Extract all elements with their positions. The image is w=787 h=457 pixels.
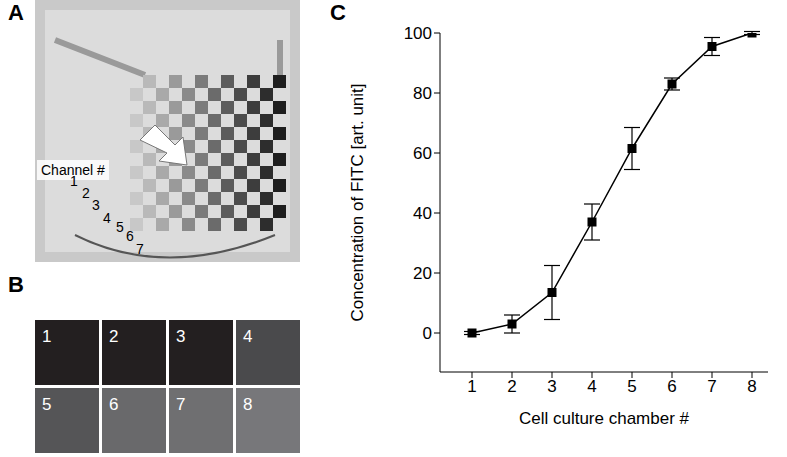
svg-text:8: 8 <box>243 395 252 414</box>
svg-text:0: 0 <box>423 324 432 343</box>
svg-text:5: 5 <box>116 219 124 235</box>
svg-text:1: 1 <box>42 327 51 346</box>
svg-text:7: 7 <box>136 241 144 257</box>
svg-text:6: 6 <box>667 377 676 396</box>
svg-text:1: 1 <box>70 173 78 189</box>
svg-text:2: 2 <box>507 377 516 396</box>
svg-text:5: 5 <box>42 395 51 414</box>
svg-text:4: 4 <box>587 377 596 396</box>
svg-text:C: C <box>330 0 346 25</box>
svg-text:6: 6 <box>109 395 118 414</box>
svg-text:7: 7 <box>176 395 185 414</box>
svg-text:40: 40 <box>413 204 432 223</box>
svg-text:B: B <box>8 272 24 297</box>
svg-text:Cell culture chamber #: Cell culture chamber # <box>519 409 690 428</box>
svg-text:4: 4 <box>103 210 111 226</box>
svg-text:100: 100 <box>404 24 432 43</box>
svg-text:6: 6 <box>126 228 134 244</box>
svg-text:4: 4 <box>243 327 252 346</box>
svg-text:A: A <box>8 0 24 25</box>
svg-text:20: 20 <box>413 264 432 283</box>
svg-text:80: 80 <box>413 84 432 103</box>
svg-text:3: 3 <box>92 197 100 213</box>
svg-text:5: 5 <box>627 377 636 396</box>
svg-text:3: 3 <box>547 377 556 396</box>
svg-text:2: 2 <box>109 327 118 346</box>
svg-text:7: 7 <box>707 377 716 396</box>
svg-text:Channel #: Channel # <box>41 162 105 178</box>
svg-text:60: 60 <box>413 144 432 163</box>
svg-text:8: 8 <box>747 377 756 396</box>
svg-text:2: 2 <box>82 185 90 201</box>
svg-text:Concentration of FITC [art. un: Concentration of FITC [art. unit] <box>348 83 367 321</box>
svg-text:3: 3 <box>176 327 185 346</box>
svg-text:1: 1 <box>467 377 476 396</box>
